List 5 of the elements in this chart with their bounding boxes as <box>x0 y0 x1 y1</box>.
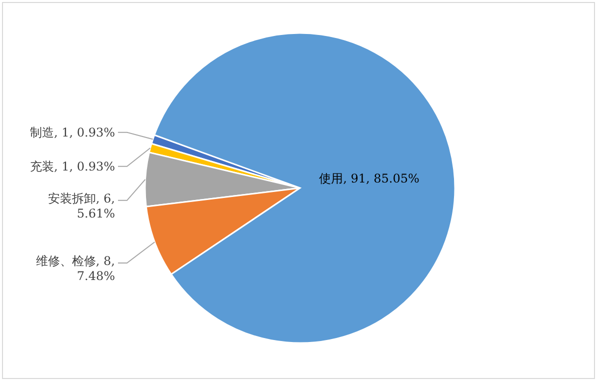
slice-label: 维修、检修, 8, 7.48% <box>36 254 115 284</box>
slice-label: 安装拆卸, 6, 5.61% <box>48 192 115 221</box>
slice-label: 制造, 1, 0.93% <box>30 125 115 140</box>
slice-label: 使用, 91, 85.05% <box>319 172 420 186</box>
slice-label: 充装, 1, 0.93% <box>30 159 115 174</box>
